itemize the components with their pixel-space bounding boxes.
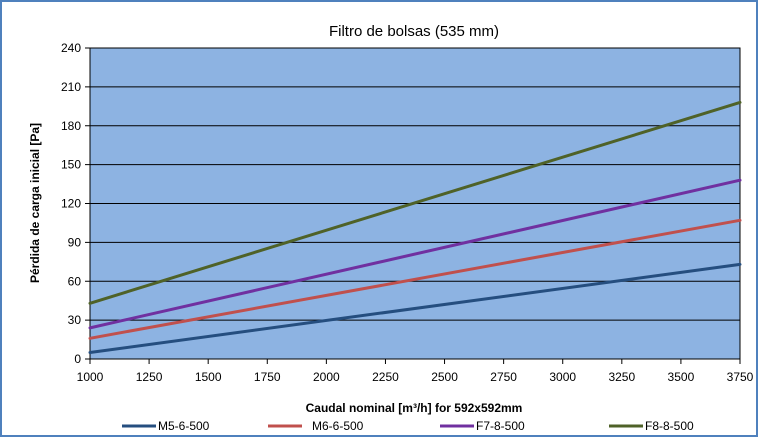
series-lines — [88, 100, 742, 354]
y-tick-label: 240 — [61, 41, 81, 55]
series-line-m6-6-500 — [88, 218, 742, 340]
y-tick-label: 120 — [61, 197, 81, 211]
y-tick-label: 60 — [68, 274, 82, 288]
x-tick-label: 2000 — [313, 370, 340, 384]
y-axis: 0 30 60 90 120 150 180 210 240 — [61, 41, 90, 366]
y-tick-label: 210 — [61, 80, 81, 94]
x-tick-label: 3750 — [727, 370, 754, 384]
y-tick-label: 180 — [61, 119, 81, 133]
y-tick-label: 150 — [61, 158, 81, 172]
x-tick-label: 2750 — [490, 370, 517, 384]
x-tick-label: 1500 — [195, 370, 222, 384]
chart-title: Filtro de bolsas (535 mm) — [329, 23, 499, 40]
legend-label: F7-8-500 — [476, 419, 525, 433]
legend: M5-6-500 M6-6-500 F7-8-500 F8-8-500 — [122, 419, 694, 433]
legend-label: M6-6-500 — [312, 419, 364, 433]
x-tick-label: 3250 — [608, 370, 635, 384]
series-line-f8-8-500 — [88, 100, 742, 305]
x-tick-label: 3000 — [549, 370, 576, 384]
y-tick-label: 90 — [68, 235, 82, 249]
series-line-m5-6-500 — [88, 262, 742, 354]
x-axis-label: Caudal nominal [m³/h] for 592x592mm — [306, 401, 523, 415]
y-axis-label: Pérdida de carga inicial [Pa] — [28, 123, 42, 283]
x-tick-label: 2250 — [372, 370, 399, 384]
legend-label: F8-8-500 — [645, 419, 694, 433]
y-tick-label: 0 — [74, 352, 81, 366]
series-line-f7-8-500 — [88, 178, 742, 330]
x-tick-label: 1000 — [77, 370, 104, 384]
y-tick-label: 30 — [68, 313, 82, 327]
legend-label: M5-6-500 — [158, 419, 210, 433]
x-tick-label: 1750 — [254, 370, 281, 384]
x-tick-label: 1250 — [136, 370, 163, 384]
x-tick-label: 2500 — [431, 370, 458, 384]
x-tick-label: 3500 — [668, 370, 695, 384]
x-axis: 1000 1250 1500 1750 2000 2250 2500 2750 3000 3250… — [77, 359, 754, 384]
